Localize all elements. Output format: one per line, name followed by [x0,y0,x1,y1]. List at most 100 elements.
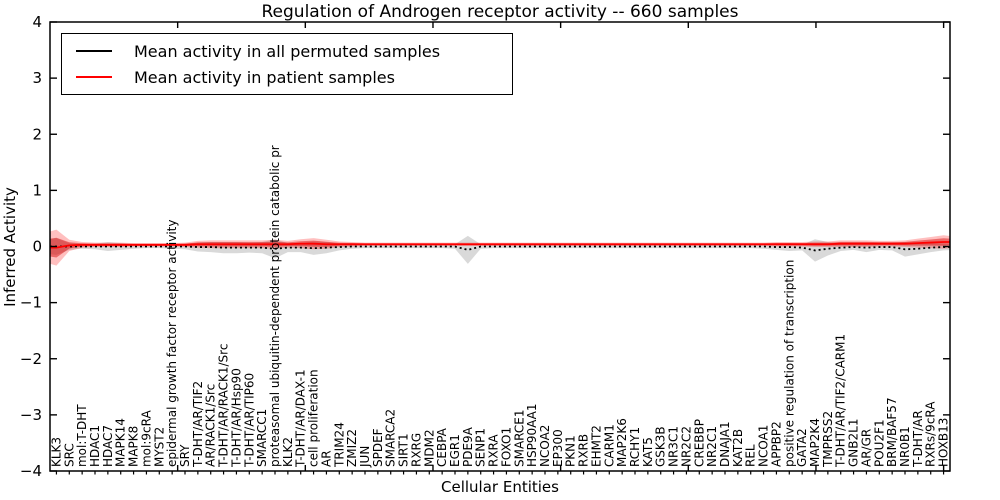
y-tick-label: 0 [32,238,42,256]
x-tick-label: SMARCE1 [512,409,526,467]
x-tick-label: CREBBP [692,419,706,467]
x-tick-label: REL [744,444,758,467]
x-tick-label: AR/RACK1/Src [204,384,218,467]
x-tick-label: HSP90AA1 [525,403,539,467]
x-tick-label: T-DHT/AR/Hsp90 [229,368,243,468]
x-tick-label: GATA2 [795,428,809,467]
x-tick-label: POU2F1 [872,419,886,467]
x-tick-label: RXRA [487,434,501,467]
x-tick-label: proteasomal ubiquitin-dependent protein … [268,145,282,467]
x-tick-label: CEBPA [435,427,449,467]
x-tick-label: HDAC1 [88,425,102,467]
y-tick-label: 2 [32,125,42,143]
x-tick-label: GSK3B [654,426,668,467]
x-tick-label: ZMIZ2 [345,429,359,467]
x-tick-label: SENP1 [474,428,488,467]
band-layer [50,229,950,266]
legend-label-patient: Mean activity in patient samples [134,67,395,87]
x-tick-label: T-DHT/AR/TIF2 [191,381,205,468]
x-tick-label: BRM/BAF57 [885,397,899,467]
x-tick-label: PDE9A [461,426,475,467]
x-tick-label: mol:9cRA [139,410,153,467]
legend-item-permuted: Mean activity in all permuted samples [76,42,512,61]
x-tick-label: TMPRSS2 [821,411,835,468]
x-tick-label: TRIM24 [332,422,346,468]
x-tick-labels: KLK3SRCmol:T-DHTHDAC1HDAC7MAPK14MAPK8mol… [49,145,950,468]
x-tick-label: MAP2K4 [808,418,822,467]
x-tick-label: SIRT1 [397,433,411,467]
y-tick-label: −1 [20,294,42,312]
y-tick-label: 4 [32,13,42,31]
x-tick-label: RCHY1 [628,427,642,467]
x-tick-label: AR/GR [859,429,873,467]
x-tick-label: SRC [62,443,76,467]
x-axis-label: Cellular Entities [441,478,559,496]
legend-line-black-icon [76,50,112,52]
axes-layer [49,21,951,475]
x-tick-label: RXRG [409,433,423,467]
x-tick-label: HDAC7 [101,425,115,467]
x-tick-label: EHMT2 [589,425,603,467]
x-tick-label: EGR1 [448,434,462,467]
x-tick-label: epidermal growth factor receptor activit… [165,220,179,467]
x-tick-label: SMARCA2 [384,409,398,467]
x-tick-label: DNAJA1 [718,421,732,467]
x-tick-label: EP300 [551,429,565,467]
x-tick-label: RXRB [577,434,591,467]
chart-title: Regulation of Androgen receptor activity… [261,2,739,22]
line-layer [50,241,950,252]
x-tick-label: cell proliferation [307,369,321,467]
y-tick-label: 1 [32,181,42,199]
x-tick-label: NR0B1 [898,426,912,467]
x-tick-label: positive regulation of transcription [782,260,796,467]
x-tick-label: MAP2K6 [615,418,629,467]
x-tick-label: NR2C2 [679,426,693,467]
x-tick-label: HOXB13 [937,418,951,467]
x-tick-label: MDM2 [422,429,436,467]
legend-line-red-icon [76,76,112,78]
x-tick-label: MYST2 [152,427,166,467]
legend-item-patient: Mean activity in patient samples [76,68,512,87]
x-tick-label: SMARCC1 [255,409,269,467]
y-tick-label: −4 [20,462,42,480]
x-tick-label: MAPK14 [114,418,128,467]
x-tick-label: NCOA2 [538,425,552,467]
y-tick-label: 3 [32,69,42,87]
x-tick-label: CARM1 [602,424,616,467]
x-tick-label: APPBP2 [769,421,783,467]
permuted-mean-line [50,245,950,252]
x-tick-label: KLK3 [49,437,63,467]
patient-spread-band-inner [50,237,950,258]
patient-mean-line [50,241,950,249]
x-tick-label: MAPK8 [127,426,141,467]
x-tick-label: T-DHT/AR/RACK1/Src [217,344,231,468]
x-tick-label: GNB2L1 [847,419,861,467]
x-tick-label: KLK2 [281,437,295,467]
y-tick-labels: 4 3 2 1 0 −1 −2 −3 −4 [20,13,42,480]
x-tick-label: KAT5 [641,437,655,467]
x-tick-label: PKN1 [564,435,578,467]
y-tick-label: −2 [20,350,42,368]
x-tick-label: NR3C1 [667,426,681,467]
legend: Mean activity in all permuted samples Me… [61,33,513,95]
x-tick-label: FOXO1 [499,427,513,467]
permuted-spread-band [50,235,950,264]
x-tick-label: SPDEF [371,428,385,467]
x-tick-label: T-DHT/AR/TIP60 [242,373,256,468]
x-tick-label: KAT2B [731,429,745,467]
legend-label-permuted: Mean activity in all permuted samples [134,41,441,61]
x-tick-label: RXRs/9cRA [924,401,938,467]
x-tick-label: SRY [178,444,192,467]
x-tick-label: NCOA1 [757,425,771,467]
y-axis-label: Inferred Activity [1,187,19,307]
x-tick-label: mol:T-DHT [75,404,89,467]
x-tick-label: T-DHT/AR/DAX-1 [294,369,308,468]
x-tick-label: AR [319,450,333,467]
x-tick-label: T-DHT/AR/TIF2/CARM1 [834,334,848,468]
y-tick-label: −3 [20,406,42,424]
x-tick-label: NR2C1 [705,426,719,467]
x-tick-label: T-DHT/AR [911,410,925,468]
x-tick-label: JUN [358,446,372,468]
